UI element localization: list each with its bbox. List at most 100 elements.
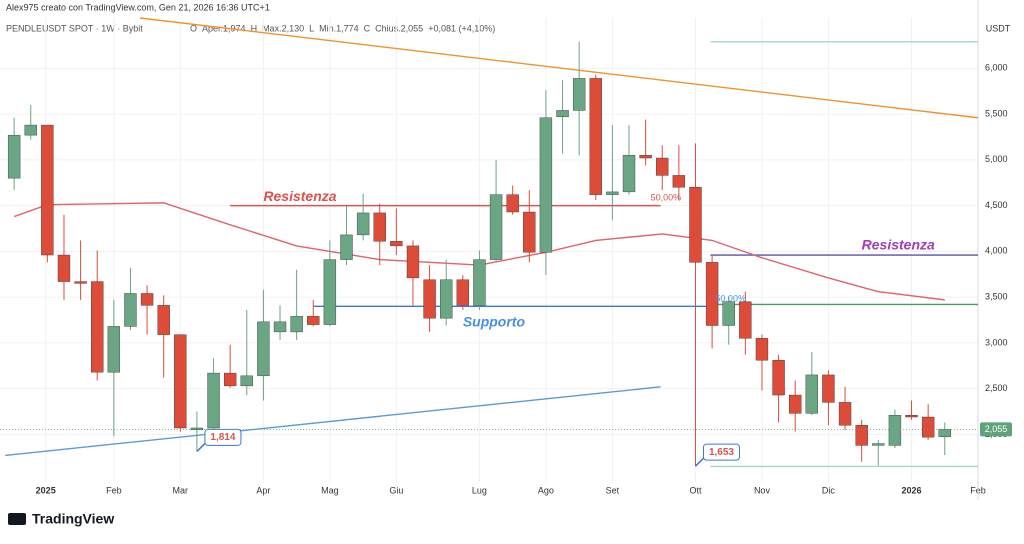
x-tick-label: Lug [472,485,487,495]
candle-body [523,211,536,253]
x-tick-label: Dic [822,485,835,495]
y-tick-label: 6,000 [985,63,1008,73]
price-pointer [196,442,206,452]
candle-body [74,281,87,284]
candle-body [556,110,569,118]
candle-body [822,374,835,403]
x-tick-label: Set [606,485,620,495]
candle-body [656,157,669,176]
candle-body [606,191,619,195]
candle-body [140,293,154,306]
y-tick-label: 4,500 [985,200,1008,210]
logo-icon [8,513,26,525]
candle-body [739,301,752,339]
candle-body [506,194,519,213]
x-tick-label: Mag [321,485,339,495]
candle-body [705,262,719,326]
candle-body [456,279,470,306]
candle-body [223,372,237,387]
y-tick-label: 3,000 [985,337,1008,347]
y-tick-label: 4,000 [985,246,1008,256]
candle-body [921,416,935,438]
symbol: PENDLEUSDT SPOT · 1W · Bybit [6,23,143,33]
candle-body [938,429,951,437]
candle-body [373,212,386,242]
candle-body [440,279,453,319]
candle-body [57,254,71,282]
candle-body [107,326,121,373]
candle-body [639,155,652,159]
candle-body [572,78,586,111]
candle-body [41,124,54,256]
candle-body [805,374,818,414]
annotation: 50,00% [651,193,682,203]
candle-body [390,241,403,247]
annotation: Resistenza [263,188,336,204]
candle-body [689,187,702,263]
x-tick-label: Giu [389,485,403,495]
ohlc-item: C [364,23,371,33]
candle-body [423,279,436,319]
candle-body [772,360,785,396]
x-tick-label: Apr [256,485,270,495]
brand: TradingView [32,511,114,527]
candle-body [273,321,287,333]
candle-body [307,316,320,325]
ohlc-item: O [190,23,197,33]
candle-body [356,212,370,236]
annotation: Supporto [463,313,526,329]
credit: Alex975 creato con TradingView.com, Gen … [6,2,270,12]
candle-body [539,117,553,253]
x-tick-label: Feb [106,485,122,495]
candle-body [207,372,220,429]
y-tick-label: 3,500 [985,292,1008,302]
candle-body [157,305,170,335]
candle-body [722,301,735,326]
x-tick-label: 2026 [902,485,922,495]
ohlc-item: L [309,23,314,33]
x-tick-label: Mar [173,485,189,495]
last-price-label: 2,055 [985,424,1008,434]
candle-body [473,259,486,306]
annotation: Resistenza [862,237,935,253]
ohlc-item: Max.2,130 [262,23,304,33]
candle-body [190,427,204,431]
x-tick-label: Ago [538,485,554,495]
last-price-tag [980,422,1012,437]
candle-body [789,394,802,414]
candle-body [905,414,918,418]
candle-body [672,175,686,188]
candle-body [7,134,21,179]
candle-body [91,281,104,373]
candle-body [755,338,769,361]
candle-body [124,293,137,327]
candle-body [323,259,337,325]
x-tick-label: Ott [689,485,702,495]
candle-body [257,321,270,377]
price-label: 1,653 [709,447,734,458]
candle-body [622,155,636,193]
candle-body [838,402,852,426]
price-pointer [694,457,705,467]
candle-body [872,443,885,446]
x-tick-label: 2025 [36,485,56,495]
candle-body [24,124,37,136]
y-tick-label: 5,500 [985,108,1008,118]
ohlc-item: H [251,23,258,33]
price-callout [702,443,740,461]
candle-body [589,78,602,195]
candle-body [855,425,868,446]
ohlc-item: Chius.2,055 [375,23,423,33]
candle-body [240,375,253,387]
price-label: 1,814 [210,432,235,443]
annotation: 50,00% [715,293,746,303]
ohlc-item: +0,081 (+4,10%) [428,23,495,33]
candle-body [340,234,353,260]
y-tick-label: 2,500 [985,383,1008,393]
drawing-line [5,386,661,457]
ohlc-legend: OAper.1,974HMax.2,130LMin.1,774CChius.2,… [190,23,495,33]
y-tick-label: 5,000 [985,154,1008,164]
candle-body [290,316,303,333]
ohlc-item: Min.1,774 [319,23,359,33]
